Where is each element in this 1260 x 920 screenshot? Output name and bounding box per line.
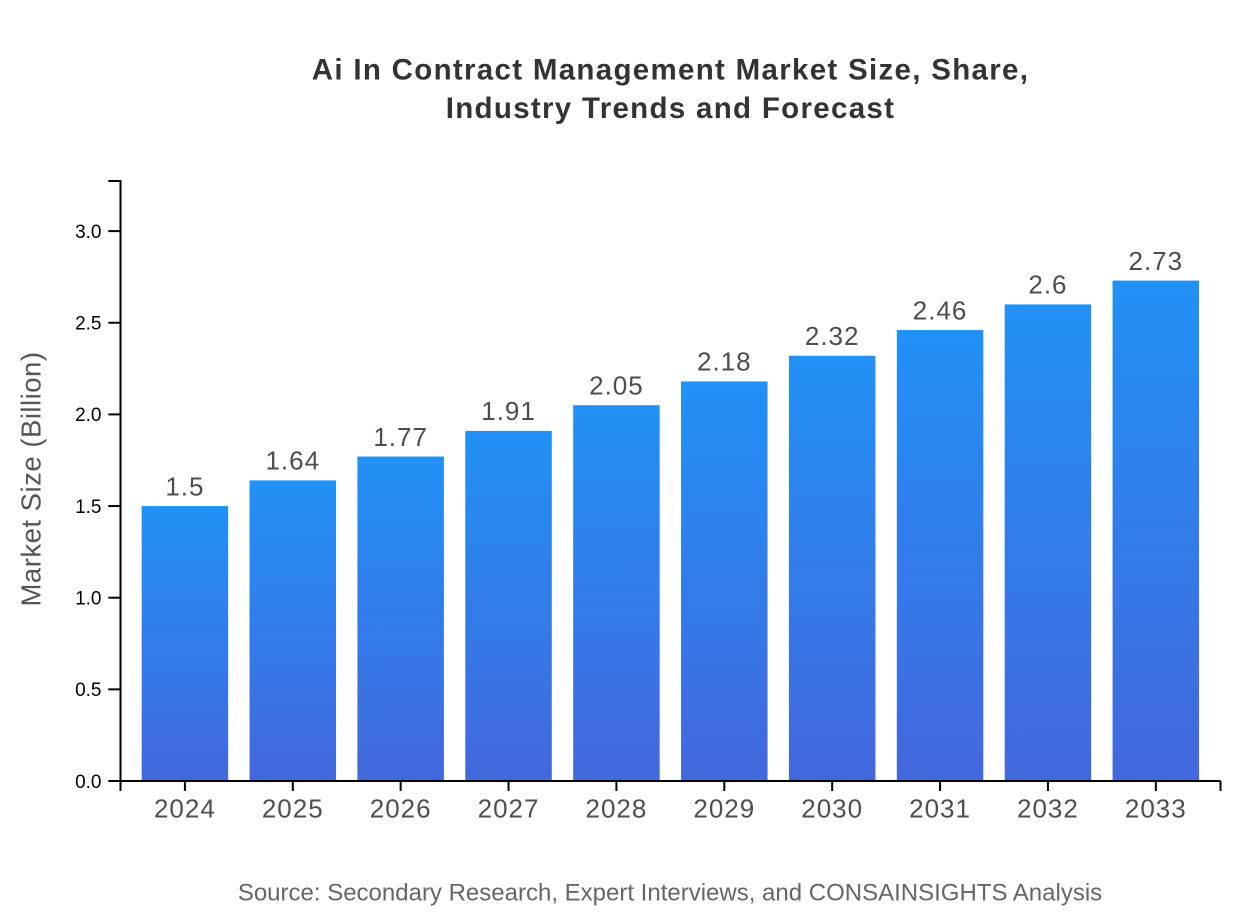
svg-text:1.91: 1.91: [481, 396, 536, 426]
svg-text:2029: 2029: [693, 794, 755, 824]
svg-text:2.05: 2.05: [589, 370, 644, 400]
svg-text:1.77: 1.77: [373, 422, 428, 452]
svg-text:1.64: 1.64: [265, 446, 320, 476]
svg-text:2.6: 2.6: [1028, 270, 1067, 300]
svg-text:2.32: 2.32: [805, 321, 860, 351]
svg-text:2028: 2028: [585, 794, 647, 824]
svg-text:0.0: 0.0: [75, 772, 101, 793]
svg-text:2.0: 2.0: [75, 405, 101, 426]
svg-text:2025: 2025: [262, 794, 324, 824]
svg-text:2030: 2030: [801, 794, 863, 824]
svg-text:2024: 2024: [154, 794, 216, 824]
svg-text:0.5: 0.5: [75, 680, 101, 701]
svg-text:2.73: 2.73: [1129, 246, 1184, 276]
svg-text:Source: Secondary Research, Ex: Source: Secondary Research, Expert Inter…: [238, 879, 1102, 906]
svg-text:2.18: 2.18: [697, 347, 752, 377]
svg-text:2031: 2031: [909, 794, 971, 824]
svg-text:1.5: 1.5: [75, 497, 101, 518]
svg-text:Ai In Contract Management Mark: Ai In Contract Management Market Size, S…: [312, 54, 1030, 87]
svg-text:Industry Trends and Forecast: Industry Trends and Forecast: [446, 92, 896, 125]
svg-text:2026: 2026: [370, 794, 432, 824]
svg-text:2033: 2033: [1125, 794, 1187, 824]
svg-text:2.46: 2.46: [913, 295, 968, 325]
svg-text:1.0: 1.0: [75, 589, 101, 610]
svg-text:Market Size (Billion): Market Size (Billion): [15, 351, 46, 606]
svg-text:2027: 2027: [478, 794, 540, 824]
svg-text:2032: 2032: [1017, 794, 1079, 824]
svg-text:1.5: 1.5: [165, 471, 204, 501]
svg-text:2.5: 2.5: [75, 314, 101, 335]
svg-text:3.0: 3.0: [75, 222, 101, 243]
